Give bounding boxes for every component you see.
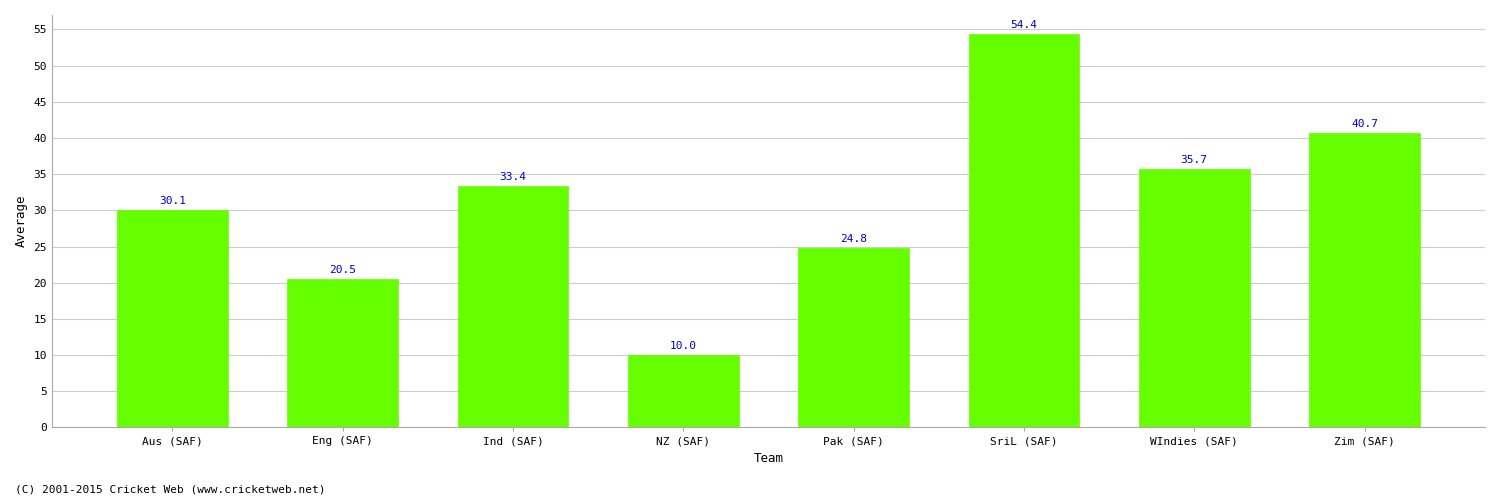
Bar (458, 186, 568, 428)
Text: 30.1: 30.1 (159, 196, 186, 206)
Text: 54.4: 54.4 (1011, 20, 1038, 30)
Bar (798, 248, 909, 428)
Y-axis label: Average: Average (15, 195, 28, 248)
Bar (117, 210, 228, 428)
X-axis label: Team: Team (753, 452, 783, 465)
Bar (1310, 133, 1420, 428)
Bar (288, 279, 398, 428)
Text: 24.8: 24.8 (840, 234, 867, 244)
Text: 10.0: 10.0 (670, 342, 698, 351)
Bar (1138, 169, 1250, 427)
Text: (C) 2001-2015 Cricket Web (www.cricketweb.net): (C) 2001-2015 Cricket Web (www.cricketwe… (15, 485, 326, 495)
Bar (628, 355, 738, 428)
Bar (969, 34, 1080, 427)
Text: 20.5: 20.5 (328, 266, 356, 276)
Text: 33.4: 33.4 (500, 172, 526, 182)
Text: 35.7: 35.7 (1180, 156, 1208, 166)
Text: 40.7: 40.7 (1352, 120, 1378, 130)
